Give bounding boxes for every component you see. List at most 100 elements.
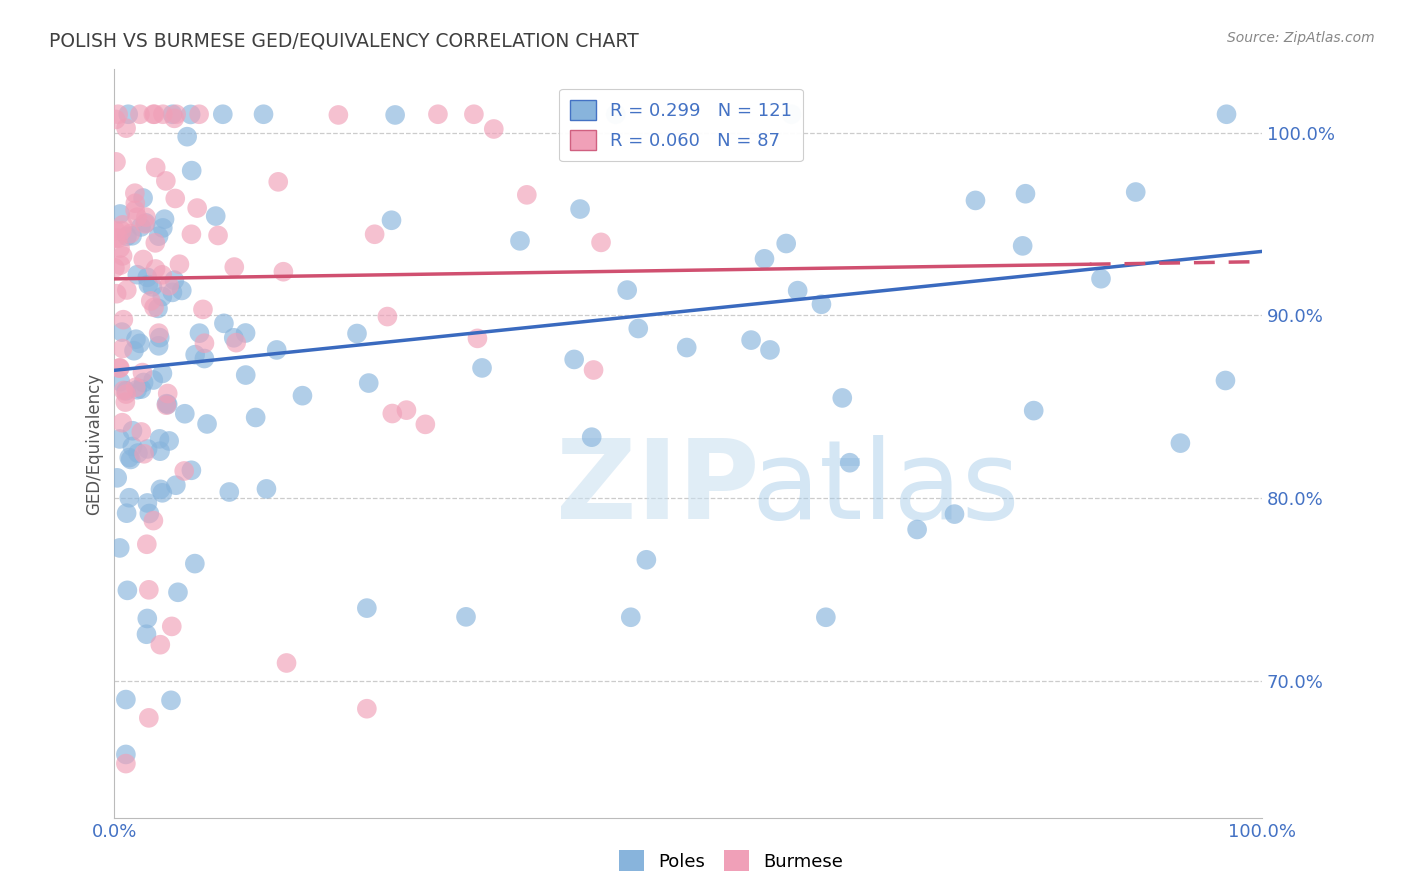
Point xyxy=(136,270,159,285)
Point xyxy=(150,485,173,500)
Point xyxy=(245,410,267,425)
Point xyxy=(114,395,136,409)
Point xyxy=(124,196,146,211)
Text: ZIP: ZIP xyxy=(557,435,759,542)
Point xyxy=(139,293,162,308)
Point xyxy=(104,231,127,245)
Point xyxy=(605,107,627,121)
Point xyxy=(108,541,131,555)
Point xyxy=(136,611,159,625)
Point xyxy=(111,325,134,339)
Point xyxy=(252,107,274,121)
Point xyxy=(426,107,449,121)
Point xyxy=(120,227,142,241)
Point xyxy=(786,284,808,298)
Point xyxy=(108,361,131,376)
Point xyxy=(1170,436,1192,450)
Point xyxy=(148,326,170,340)
Point xyxy=(132,376,155,390)
Point xyxy=(121,440,143,454)
Point xyxy=(110,375,132,389)
Point xyxy=(125,380,148,394)
Point xyxy=(212,317,235,331)
Point xyxy=(814,610,837,624)
Point xyxy=(156,397,179,411)
Point xyxy=(132,252,155,267)
Point xyxy=(165,192,187,206)
Point xyxy=(150,268,173,282)
Point xyxy=(256,482,278,496)
Point xyxy=(163,112,186,126)
Point xyxy=(129,107,152,121)
Point xyxy=(191,302,214,317)
Point xyxy=(135,537,157,551)
Point xyxy=(131,425,153,439)
Point xyxy=(138,507,160,521)
Point xyxy=(780,107,803,121)
Point xyxy=(163,273,186,287)
Point xyxy=(110,258,132,272)
Point xyxy=(1022,403,1045,417)
Point xyxy=(1125,185,1147,199)
Point xyxy=(165,478,187,492)
Point xyxy=(395,403,418,417)
Point xyxy=(150,289,173,303)
Point xyxy=(346,326,368,341)
Point xyxy=(273,265,295,279)
Point xyxy=(136,277,159,292)
Legend: R = 0.299   N = 121, R = 0.060   N = 87: R = 0.299 N = 121, R = 0.060 N = 87 xyxy=(560,89,803,161)
Point xyxy=(148,339,170,353)
Point xyxy=(121,424,143,438)
Point xyxy=(188,107,211,121)
Point xyxy=(195,417,218,431)
Point xyxy=(135,627,157,641)
Point xyxy=(180,107,202,121)
Point xyxy=(1011,239,1033,253)
Point xyxy=(152,367,174,381)
Point xyxy=(266,343,288,357)
Point xyxy=(127,210,149,224)
Point xyxy=(149,444,172,458)
Point xyxy=(225,335,247,350)
Point xyxy=(152,107,174,121)
Point xyxy=(127,383,149,397)
Point xyxy=(620,610,643,624)
Point xyxy=(775,236,797,251)
Point xyxy=(155,174,177,188)
Point xyxy=(157,278,180,293)
Text: POLISH VS BURMESE GED/EQUIVALENCY CORRELATION CHART: POLISH VS BURMESE GED/EQUIVALENCY CORREL… xyxy=(49,31,638,50)
Y-axis label: GED/Equivalency: GED/Equivalency xyxy=(86,373,103,515)
Point xyxy=(759,343,782,357)
Point xyxy=(377,310,399,324)
Point xyxy=(155,398,177,412)
Point xyxy=(141,280,163,294)
Point xyxy=(143,235,166,250)
Point xyxy=(112,384,135,398)
Point xyxy=(124,203,146,218)
Point xyxy=(108,207,131,221)
Point xyxy=(115,387,138,401)
Point xyxy=(582,363,605,377)
Point xyxy=(138,711,160,725)
Point xyxy=(184,348,207,362)
Text: Source: ZipAtlas.com: Source: ZipAtlas.com xyxy=(1227,31,1375,45)
Point xyxy=(211,107,233,121)
Point xyxy=(112,312,135,326)
Point xyxy=(111,218,134,232)
Point xyxy=(104,224,127,238)
Point xyxy=(149,638,172,652)
Point xyxy=(148,432,170,446)
Point xyxy=(162,285,184,300)
Point xyxy=(1215,374,1237,388)
Point xyxy=(218,485,240,500)
Point xyxy=(115,506,138,520)
Point xyxy=(128,336,150,351)
Point xyxy=(467,331,489,345)
Point xyxy=(267,175,290,189)
Point xyxy=(115,384,138,398)
Point xyxy=(357,376,380,390)
Point xyxy=(905,523,928,537)
Point xyxy=(482,122,505,136)
Point xyxy=(291,389,314,403)
Point xyxy=(115,229,138,244)
